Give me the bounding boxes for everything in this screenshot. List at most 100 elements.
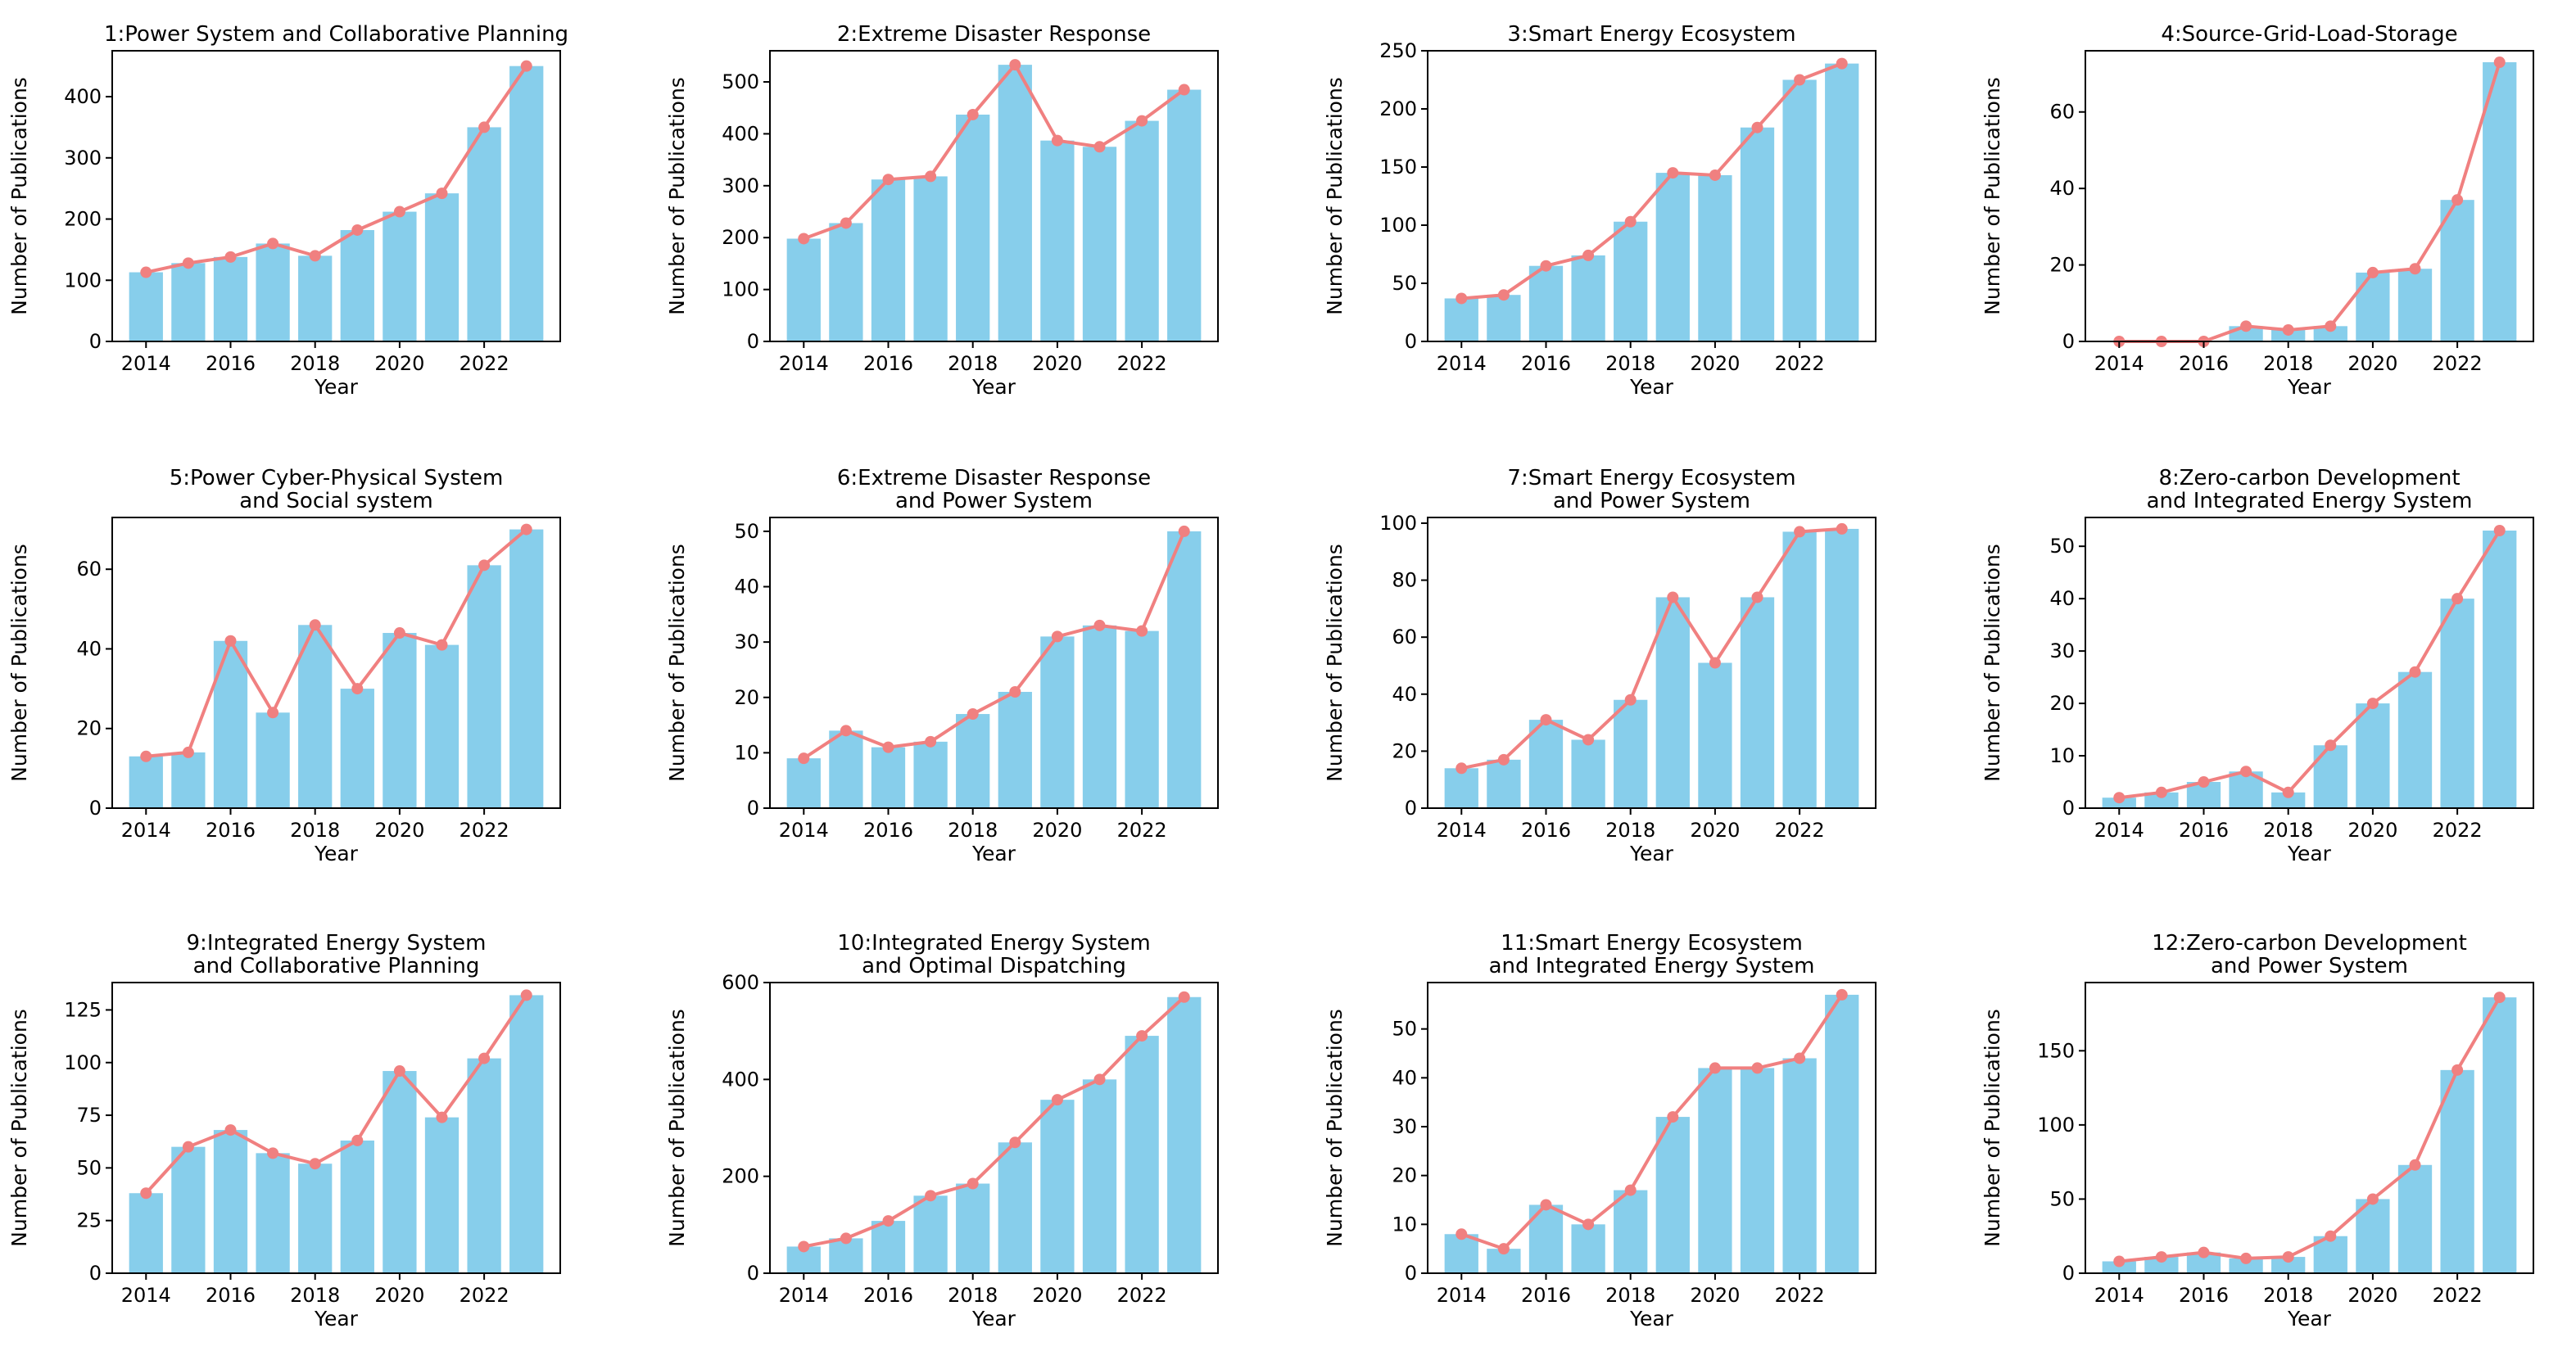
line-point-2017 [1582, 734, 1595, 746]
axes-frame [769, 982, 1219, 1274]
trend-line [803, 63, 1185, 241]
line-point-2020 [393, 1065, 405, 1078]
y-tick-label: 20 [734, 686, 759, 709]
y-tick-label: 60 [1392, 626, 1417, 648]
trend-line [2119, 996, 2501, 1263]
line-point-2022 [1794, 526, 1806, 538]
chart-title: and Social system [239, 489, 433, 513]
chart-title: and Power System [1553, 489, 1750, 513]
x-axis-label: Year [314, 842, 359, 865]
line-point-2014 [1456, 1228, 1468, 1240]
y-axis-label: Number of Publications [1981, 77, 2004, 315]
line-point-2023 [1178, 991, 1190, 1003]
bar-2015 [2144, 1257, 2179, 1273]
x-tick-label: 2014 [121, 819, 171, 842]
y-tick-label: 0 [89, 797, 102, 820]
bar-2014 [1444, 768, 1478, 808]
line-point-2021 [1093, 141, 1106, 153]
chart-title: 4:Source-Grid-Load-Storage [2161, 22, 2457, 47]
line-point-2019 [2325, 739, 2337, 752]
line-point-2016 [1540, 714, 1552, 726]
bar-2018 [956, 114, 990, 342]
bar-2023 [509, 66, 544, 342]
bar-2019 [998, 692, 1032, 808]
x-tick-label: 2022 [1775, 819, 1825, 842]
bar-2019 [2313, 326, 2347, 341]
trend-line [145, 65, 528, 274]
line-point-2015 [1497, 753, 1510, 766]
chart-title: 3:Smart Energy Ecosystem [1507, 22, 1795, 47]
subplot-4: 0 20 40 60 2014 2016 2018 2020 2022 Year Number of… [1981, 22, 2534, 399]
chart-title: and Integrated Energy System [1489, 954, 1815, 978]
line-point-2015 [182, 257, 194, 269]
line-point-2014 [1456, 292, 1468, 305]
line-point-2020 [2366, 266, 2379, 278]
line-point-2014 [140, 1187, 152, 1200]
line-point-2022 [1794, 1052, 1806, 1064]
line-point-2023 [1836, 57, 1848, 70]
bar-2015 [2144, 792, 2179, 808]
bar-2019 [340, 229, 374, 341]
line-point-2017 [267, 1147, 279, 1159]
y-axis-label: Number of Publications [1323, 1009, 1347, 1247]
x-axis-label: Year [2287, 842, 2332, 865]
line-point-2020 [1051, 1094, 1063, 1106]
y-tick-label: 40 [2049, 587, 2075, 610]
y-axis-label: Number of Publications [665, 544, 689, 782]
bar-2023 [2483, 62, 2517, 342]
chart-title: 7:Smart Energy Ecosystem [1507, 466, 1795, 490]
bar-2017 [913, 1195, 948, 1273]
bar-2014 [129, 1193, 163, 1273]
x-tick-label: 2016 [206, 819, 256, 842]
x-tick-label: 2022 [460, 352, 509, 375]
line-point-2017 [267, 707, 279, 719]
bar-2015 [171, 263, 206, 341]
line-point-2017 [1582, 249, 1595, 261]
line-point-2017 [2240, 1252, 2252, 1264]
chart-title: and Collaborative Planning [193, 954, 480, 978]
x-tick-label: 2014 [2094, 819, 2144, 842]
bar-2015 [829, 223, 863, 341]
x-tick-label: 2020 [1690, 352, 1740, 375]
y-axis-label: Number of Publications [1981, 544, 2004, 782]
bar-2018 [298, 625, 333, 808]
bar-2022 [1125, 630, 1159, 808]
line-point-2016 [2198, 1246, 2210, 1258]
y-tick-label: 40 [1392, 683, 1417, 706]
bar-2019 [340, 1140, 374, 1273]
bar-2018 [1614, 221, 1648, 341]
y-tick-label: 0 [2062, 330, 2075, 353]
bar-2022 [1782, 531, 1817, 808]
y-axis-label: Number of Publications [7, 77, 31, 315]
line-point-2018 [967, 108, 979, 120]
line-point-2023 [1178, 525, 1190, 537]
line-point-2015 [840, 217, 852, 229]
line-point-2021 [2409, 666, 2421, 678]
line-point-2014 [1456, 762, 1468, 775]
trend-line [1460, 993, 1844, 1251]
line-point-2015 [840, 1232, 852, 1245]
x-tick-label: 2016 [1521, 819, 1571, 842]
subplot-8: 0 10 20 30 40 50 2014 2016 2018 2020 2022 Year Numbe… [1981, 466, 2534, 865]
bar-2023 [1167, 531, 1202, 808]
bar-2015 [1487, 759, 1521, 808]
y-axis-label: Number of Publications [7, 544, 31, 782]
x-axis-label: Year [314, 1307, 359, 1331]
line-point-2020 [393, 206, 405, 218]
line-point-2019 [351, 1134, 364, 1146]
axes-frame [2085, 982, 2534, 1274]
y-axis-label: Number of Publications [7, 1009, 31, 1247]
x-tick-label: 2018 [1605, 1284, 1655, 1307]
x-tick-label: 2018 [1605, 352, 1655, 375]
bar-2016 [213, 256, 248, 341]
trend-line [803, 996, 1186, 1249]
line-point-2022 [2452, 194, 2464, 206]
x-tick-label: 2016 [206, 352, 256, 375]
line-point-2019 [1009, 1136, 1021, 1149]
bar-2018 [2271, 792, 2306, 808]
x-tick-label: 2014 [779, 352, 829, 375]
chart-title: 8:Zero-carbon Development [2158, 466, 2460, 490]
bar-2021 [2397, 1164, 2433, 1273]
bar-2020 [383, 211, 417, 341]
y-tick-label: 100 [64, 269, 102, 291]
